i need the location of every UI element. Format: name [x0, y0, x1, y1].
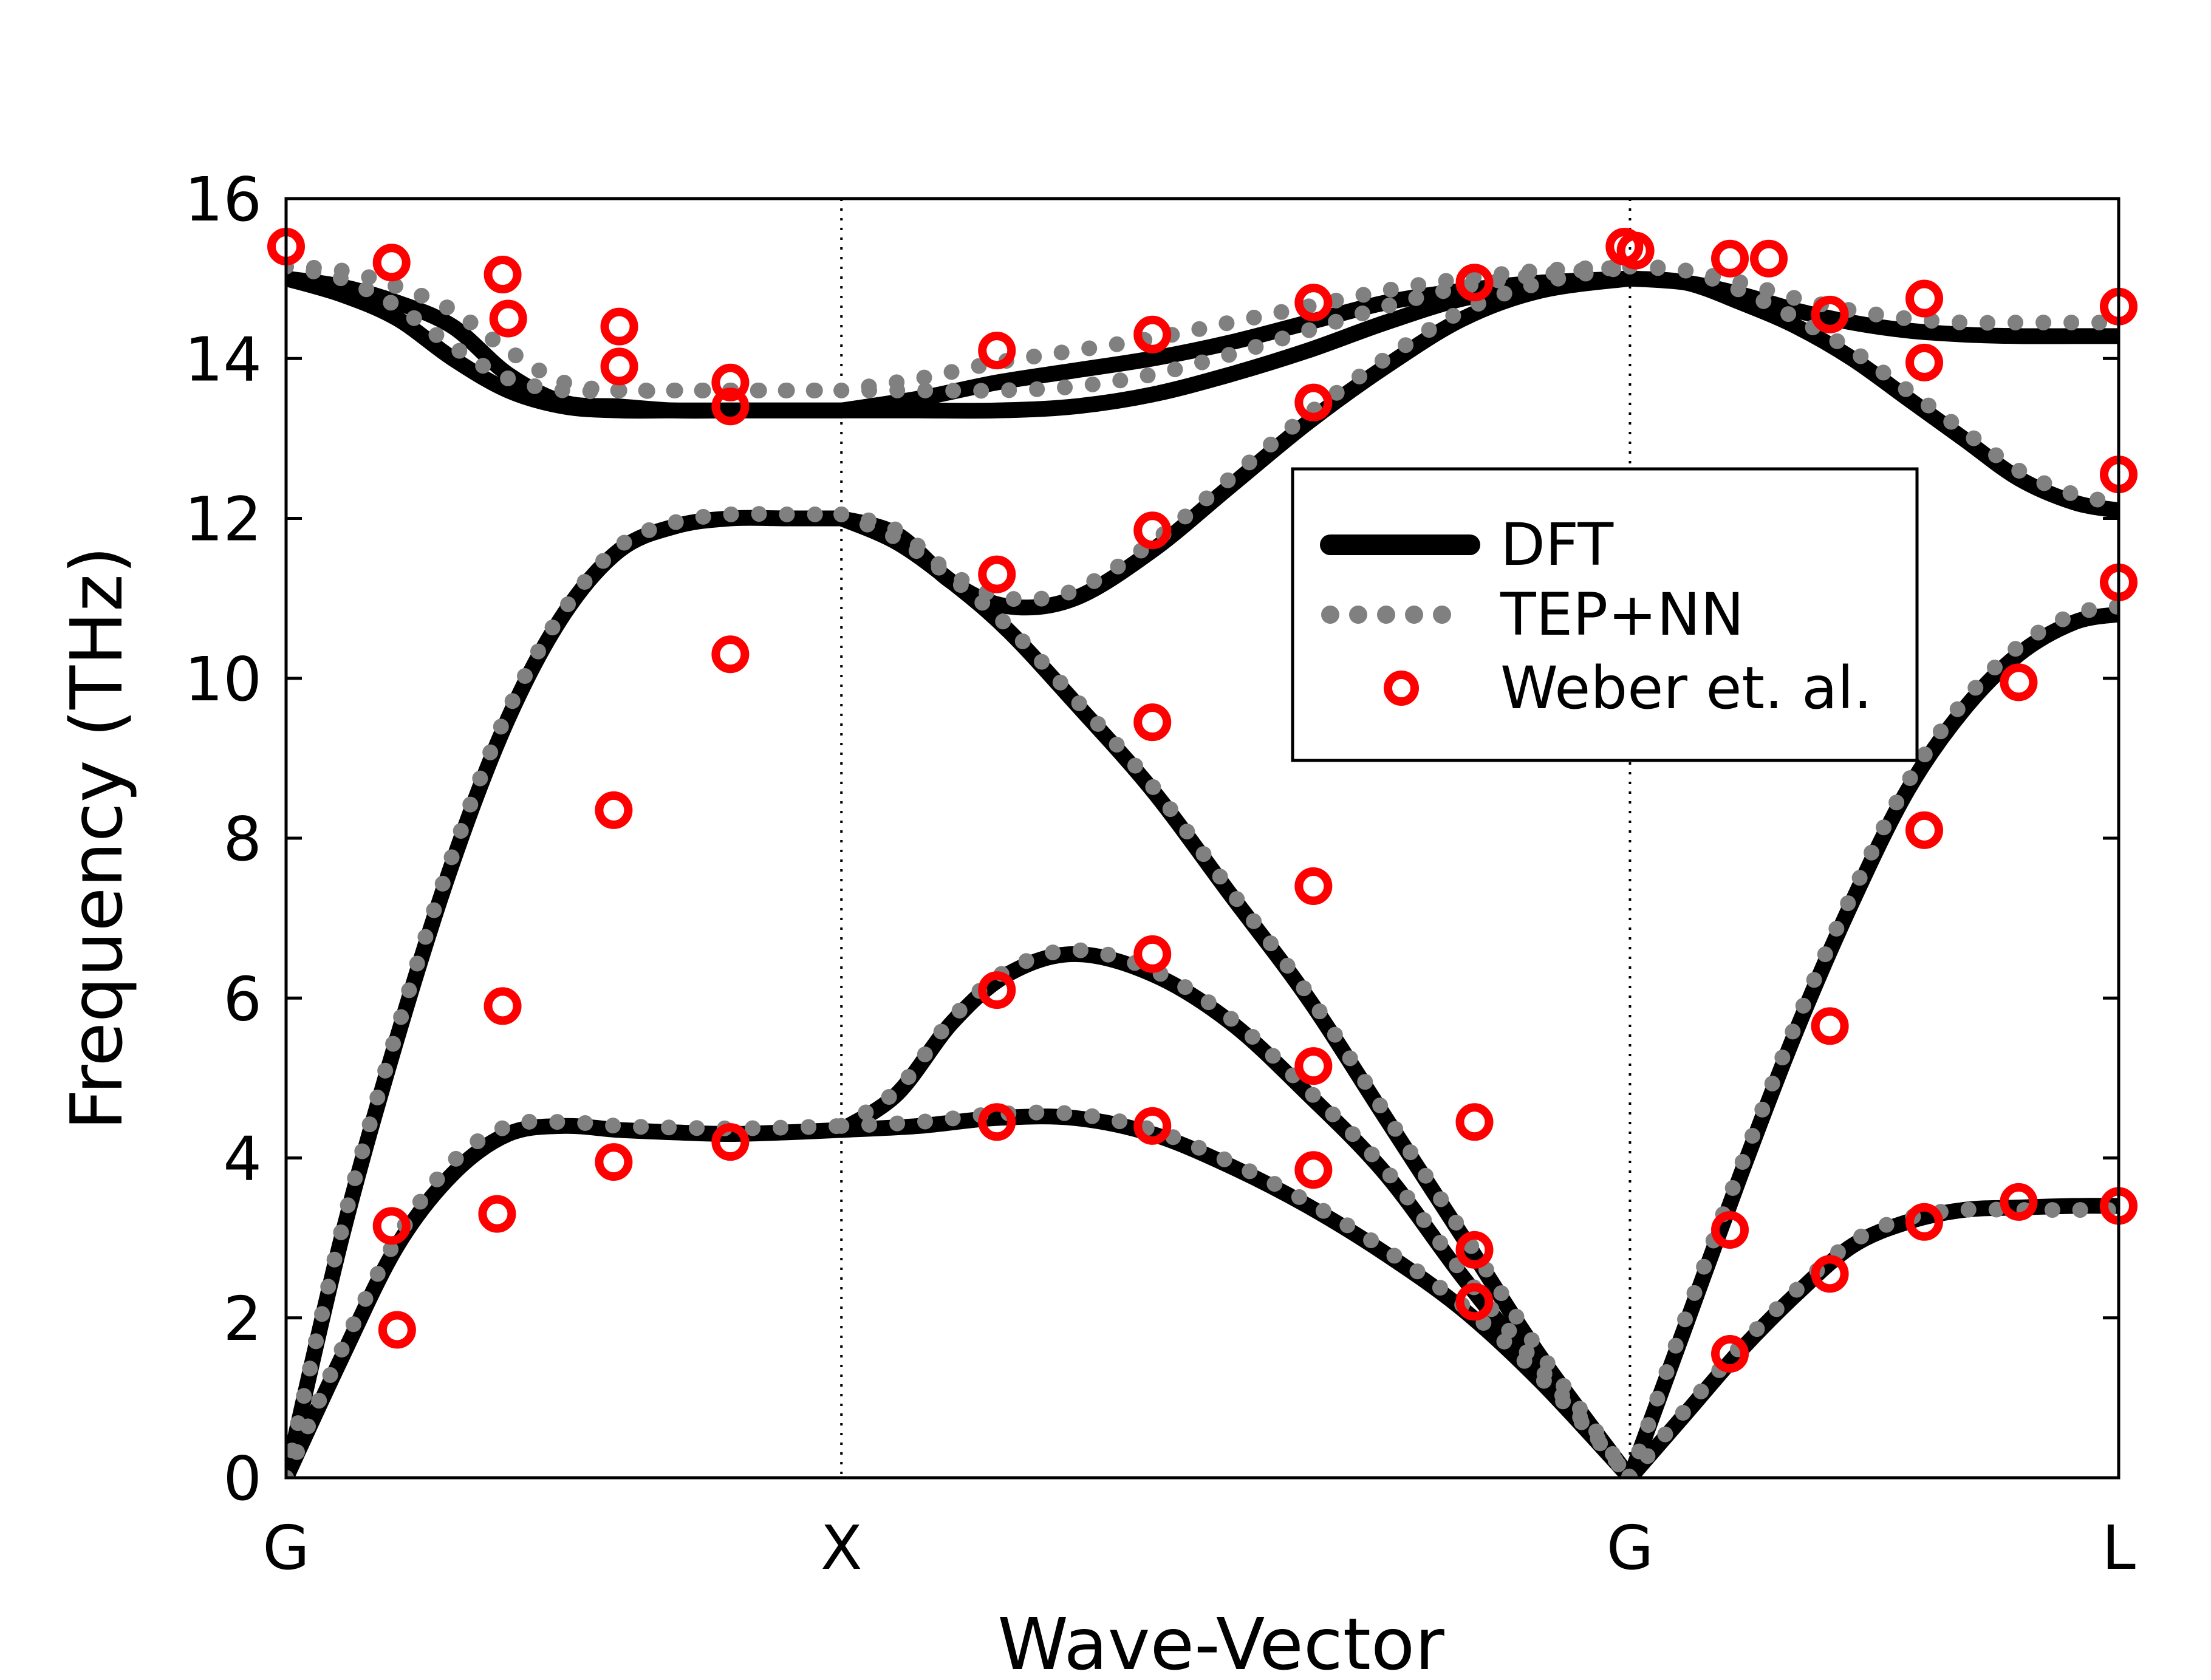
weber-point-30: [1455, 264, 1494, 302]
weber-point-29: [1294, 1151, 1333, 1189]
tep-nn-branch-2: [286, 258, 850, 400]
x-tick-label: G: [1607, 1512, 1654, 1583]
weber-point-14: [711, 635, 750, 674]
legend-box: [1291, 467, 1919, 762]
weber-point-26: [1294, 383, 1333, 422]
weber-point-28: [1294, 1047, 1333, 1085]
y-tick-label: 14: [185, 324, 262, 395]
weber-point-18: [978, 971, 1016, 1009]
legend-swatch-weber: [1384, 671, 1419, 706]
series-dft: [286, 270, 2119, 1478]
weber-point-3: [489, 299, 527, 338]
weber-point-15: [711, 1123, 750, 1161]
weber-point-27: [1294, 867, 1333, 905]
y-tick-label: 8: [223, 804, 262, 875]
weber-point-8: [372, 1207, 411, 1245]
weber-point-16: [978, 332, 1016, 370]
x-tick-label: L: [2102, 1512, 2136, 1583]
tep-nn-branch-7: [833, 258, 1638, 608]
weber-point-37: [1750, 239, 1788, 278]
plot-frame: [284, 197, 2120, 1480]
dft-branch-13: [1622, 270, 2119, 344]
weber-point-41: [1811, 1007, 1849, 1045]
weber-point-39: [1711, 1334, 1749, 1373]
y-axis-title: Frequency (THz): [55, 546, 138, 1130]
weber-point-25: [1294, 284, 1333, 322]
dft-branch-10: [1622, 1198, 2119, 1478]
weber-point-11: [478, 1195, 516, 1233]
weber-point-33: [1455, 1283, 1494, 1321]
weber-point-35: [1616, 231, 1655, 270]
weber-point-21: [1133, 511, 1172, 550]
weber-point-4: [600, 307, 638, 346]
tep-nn-branch-11: [1622, 598, 2119, 1478]
weber-point-40: [1811, 295, 1849, 333]
weber-point-43: [1905, 279, 1944, 318]
weber-point-46: [1905, 1203, 1944, 1241]
legend-label-weber: Weber et. al.: [1500, 654, 1872, 722]
weber-point-5: [600, 347, 638, 386]
weber-point-42: [1811, 1255, 1849, 1293]
y-axis-ticks: 0 2 4 6 8 10 12 14 16: [185, 164, 2119, 1514]
weber-point-12: [595, 791, 633, 829]
tep-nn-branch-5: [833, 942, 1638, 1478]
tep-nn-branch-3: [286, 258, 850, 399]
legend-label-tep-nn: TEP+NN: [1500, 581, 1744, 649]
weber-point-44: [1905, 343, 1944, 381]
weber-point-13: [595, 1143, 633, 1181]
weber-point-2: [484, 256, 522, 294]
weber-point-24: [1133, 1107, 1172, 1145]
x-axis-title: Wave-Vector: [997, 1602, 1444, 1680]
y-tick-label: 12: [185, 484, 262, 555]
tep-nn-branch-0: [286, 1113, 850, 1478]
tep-nn-branch-10: [1622, 1201, 2119, 1478]
tep-nn-branch-6: [833, 506, 1638, 1478]
weber-point-48: [2000, 1183, 2038, 1221]
y-tick-label: 4: [223, 1124, 262, 1195]
weber-point-31: [1455, 1103, 1494, 1141]
dft-branch-5: [833, 946, 1638, 1478]
weber-point-23: [1133, 935, 1172, 973]
weber-point-1: [372, 244, 411, 282]
tep-nn-branch-13: [1622, 258, 2119, 331]
y-tick-label: 2: [223, 1283, 262, 1354]
weber-point-19: [978, 1103, 1016, 1141]
weber-point-47: [2000, 663, 2038, 702]
tep-nn-branch-1: [286, 505, 850, 1478]
tep-nn-branch-9: [833, 258, 1638, 398]
series-tep-nn: [286, 258, 2119, 1478]
tep-nn-branch-12: [1622, 258, 2119, 511]
weber-point-17: [978, 555, 1016, 593]
weber-point-7: [711, 388, 750, 426]
y-tick-label: 0: [223, 1443, 262, 1514]
legend: DFT TEP+NN Weber et. al.: [1291, 467, 1919, 762]
y-tick-label: 6: [223, 963, 262, 1034]
y-tick-label: 10: [185, 644, 262, 715]
weber-point-10: [484, 987, 522, 1025]
weber-point-45: [1905, 811, 1944, 849]
weber-point-6: [711, 363, 750, 401]
weber-point-36: [1711, 239, 1749, 278]
legend-label-dft: DFT: [1500, 511, 1613, 579]
x-tick-label: X: [821, 1512, 863, 1583]
dft-branch-1: [286, 510, 850, 1478]
dft-branch-4: [833, 1108, 1638, 1478]
x-tick-label: G: [262, 1512, 310, 1583]
weber-point-38: [1711, 1210, 1749, 1249]
y-tick-label: 16: [185, 164, 262, 235]
weber-point-22: [1133, 703, 1172, 742]
weber-point-20: [1133, 315, 1172, 353]
weber-point-9: [378, 1311, 416, 1349]
weber-point-32: [1455, 1231, 1494, 1269]
